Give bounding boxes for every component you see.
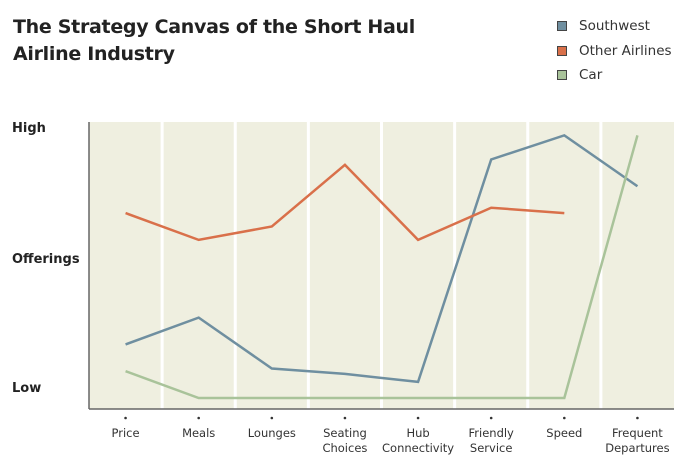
x-tick — [636, 416, 639, 420]
x-tick — [489, 416, 493, 420]
legend: Southwest Other Airlines Car — [557, 14, 672, 88]
x-tick-label: Hub Connectivity — [382, 426, 454, 455]
legend-label: Other Airlines — [579, 42, 672, 59]
legend-label: Car — [579, 67, 603, 84]
title-line-2: Airline Industry — [13, 43, 175, 65]
x-tick-label: Seating Choices — [322, 426, 367, 455]
x-tick-label: Frequent Departures — [605, 426, 669, 455]
x-tick-label: Speed — [546, 426, 582, 440]
x-tick — [270, 416, 274, 420]
x-tick — [124, 416, 127, 420]
y-label-offerings: Offerings — [12, 252, 80, 267]
legend-swatch — [557, 45, 567, 56]
x-tick-label: Lounges — [248, 426, 296, 440]
x-tick — [343, 416, 347, 420]
series-line-southwest — [125, 133, 639, 384]
y-label-high: High — [12, 121, 46, 136]
x-tick — [197, 416, 200, 420]
x-tick-label: Meals — [182, 426, 215, 440]
series-line-car — [125, 135, 639, 400]
legend-item-other-airlines: Other Airlines — [557, 39, 672, 64]
x-tick — [416, 416, 420, 420]
title-line-1: The Strategy Canvas of the Short Haul — [13, 16, 415, 38]
y-label-low: Low — [12, 381, 42, 396]
legend-item-car: Car — [557, 63, 672, 88]
legend-swatch — [557, 70, 567, 81]
legend-swatch — [557, 21, 567, 32]
x-tick — [563, 416, 566, 420]
legend-item-southwest: Southwest — [557, 14, 672, 39]
chart-title: The Strategy Canvas of the Short Haul Ai… — [13, 14, 415, 68]
x-tick-label: Price — [112, 426, 140, 440]
x-tick-label: Friendly Service — [469, 426, 515, 455]
legend-label: Southwest — [579, 18, 650, 35]
